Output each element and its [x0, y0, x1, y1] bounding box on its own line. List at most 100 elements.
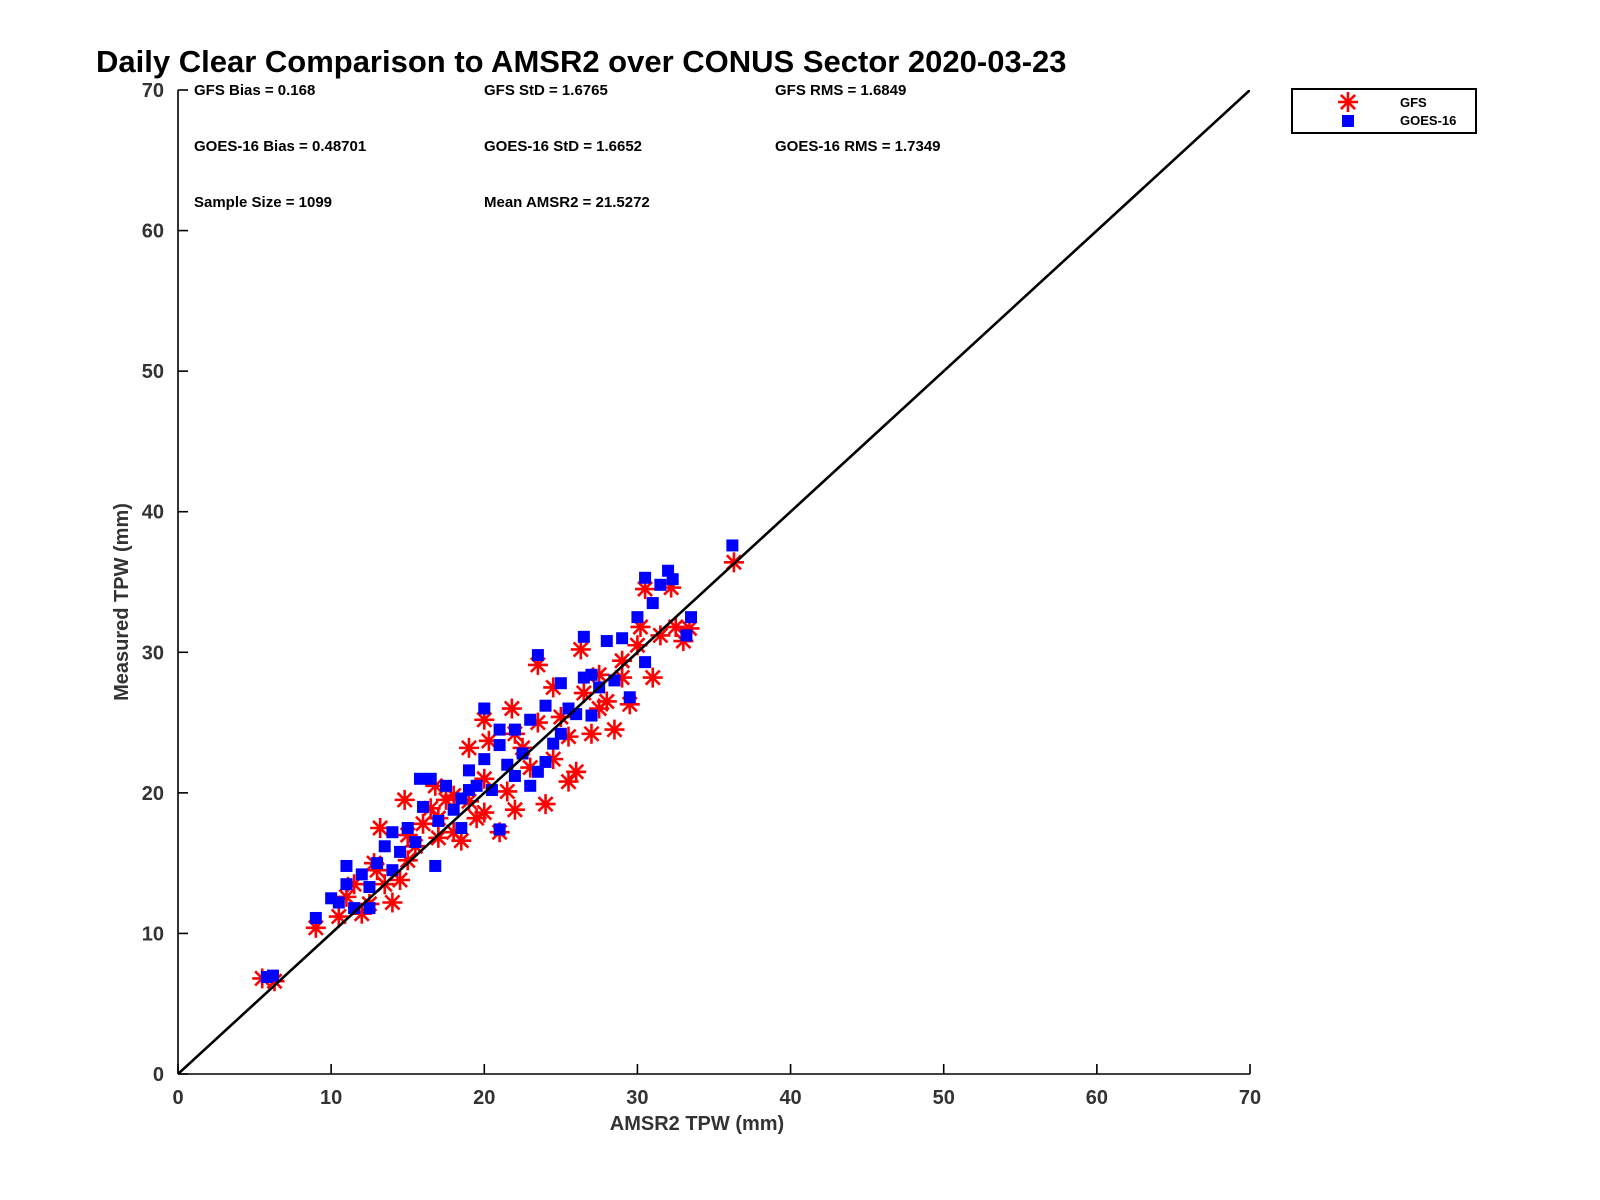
- x-tick-label: 40: [779, 1087, 801, 1109]
- gfs-point: [501, 698, 522, 719]
- stat-annotation: GFS Bias = 0.168: [194, 82, 315, 99]
- goes16-point: [417, 800, 430, 813]
- goes16-point: [654, 578, 667, 591]
- stat-annotation: GOES-16 RMS = 1.7349: [775, 138, 941, 155]
- y-tick-label: 20: [142, 783, 164, 805]
- legend-goes16-label: GOES-16: [1400, 113, 1456, 128]
- goes16-point: [401, 822, 414, 834]
- gfs-point: [604, 719, 625, 740]
- legend-box: [1291, 88, 1477, 134]
- goes16-point: [531, 649, 544, 662]
- legend-goes16-square-icon: [1342, 115, 1354, 127]
- goes16-point: [332, 896, 345, 909]
- x-axis-ticks: 0 10 20 30 40 50 60 70: [172, 1064, 1261, 1109]
- gfs-point: [382, 892, 403, 913]
- goes16-point: [680, 629, 693, 642]
- goes16-point: [455, 822, 468, 834]
- goes16-point: [646, 597, 659, 610]
- goes16-point: [524, 713, 537, 726]
- goes16-point: [340, 878, 353, 891]
- goes16-point: [547, 737, 560, 750]
- goes16-point: [462, 764, 475, 777]
- legend-gfs-label: GFS: [1400, 95, 1427, 110]
- goes16-point: [508, 723, 521, 736]
- gfs-point: [650, 625, 671, 646]
- goes16-point: [685, 611, 698, 624]
- gfs-point: [458, 737, 479, 758]
- x-tick-label: 30: [626, 1087, 648, 1109]
- one-to-one-line: [178, 90, 1250, 1074]
- legend-gfs-asterisk-icon: [1338, 92, 1358, 112]
- goes16-point: [600, 635, 613, 648]
- gfs-point: [520, 757, 541, 778]
- goes16-point: [266, 969, 279, 982]
- gfs-point: [413, 813, 434, 834]
- gfs-point: [535, 794, 556, 815]
- goes16-point: [363, 902, 376, 915]
- y-tick-label: 50: [142, 361, 164, 383]
- goes16-point: [493, 739, 506, 752]
- goes16-point: [424, 772, 437, 785]
- goes16-point: [539, 755, 552, 768]
- goes16-point: [539, 699, 552, 712]
- goes16-point: [363, 881, 376, 894]
- axes: [177, 90, 1250, 1075]
- gfs-point: [328, 906, 349, 927]
- goes16-point: [478, 702, 491, 715]
- goes16-point: [409, 836, 422, 849]
- goes16-point: [639, 656, 652, 669]
- goes16-point: [309, 911, 322, 924]
- y-tick-label: 0: [153, 1064, 164, 1086]
- stat-annotation: GOES-16 StD = 1.6652: [484, 138, 642, 155]
- goes16-point: [726, 539, 739, 552]
- y-axis-label: Measured TPW (mm): [111, 503, 133, 701]
- y-tick-label: 40: [142, 502, 164, 524]
- plot-data: [178, 90, 1250, 1074]
- goes16-point: [440, 779, 452, 792]
- y-tick-label: 70: [142, 80, 164, 102]
- goes16-point: [429, 859, 442, 872]
- x-axis-label: AMSR2 TPW (mm): [610, 1113, 784, 1135]
- goes16-point: [524, 779, 537, 792]
- goes16-point: [554, 677, 567, 690]
- goes16-point: [666, 573, 679, 586]
- legend: GFS GOES-16: [1291, 88, 1477, 134]
- goes16-point: [585, 709, 598, 722]
- goes16-point: [623, 691, 636, 704]
- x-tick-label: 0: [172, 1087, 183, 1109]
- x-tick-label: 60: [1086, 1087, 1108, 1109]
- gfs-point: [504, 799, 525, 820]
- x-tick-label: 50: [933, 1087, 955, 1109]
- goes16-point: [371, 857, 384, 870]
- x-tick-label: 70: [1239, 1087, 1261, 1109]
- gfs-point: [497, 781, 518, 802]
- goes16-point: [378, 840, 391, 853]
- stat-annotation: GFS RMS = 1.6849: [775, 82, 906, 99]
- goes16-point: [531, 765, 544, 778]
- goes16-point: [432, 814, 445, 827]
- goes16-point: [577, 671, 590, 684]
- goes16-point: [478, 753, 491, 766]
- y-axis-ticks: 0 10 20 30 40 50 60 70: [142, 80, 188, 1086]
- y-tick-label: 10: [142, 923, 164, 945]
- stat-annotation: GOES-16 Bias = 0.48701: [194, 138, 366, 155]
- stat-annotation: Sample Size = 1099: [194, 194, 332, 211]
- gfs-point: [642, 667, 663, 688]
- y-tick-label: 60: [142, 221, 164, 243]
- x-tick-label: 20: [473, 1087, 495, 1109]
- stats-annotations: GFS Bias = 0.168 GFS StD = 1.6765 GFS RMS …: [194, 82, 941, 211]
- goes16-point: [386, 826, 399, 839]
- x-tick-label: 10: [320, 1087, 342, 1109]
- gfs-point: [428, 827, 449, 848]
- goes16-point: [355, 868, 368, 881]
- gfs-point: [394, 789, 415, 810]
- goes16-point: [493, 823, 506, 836]
- gfs-point: [581, 723, 602, 744]
- gfs-point: [566, 761, 587, 782]
- stat-annotation: Mean AMSR2 = 21.5272: [484, 194, 650, 211]
- goes16-point: [631, 611, 644, 624]
- chart-title: Daily Clear Comparison to AMSR2 over CON…: [96, 44, 1067, 79]
- goes16-point: [639, 571, 652, 584]
- goes16-point: [508, 769, 521, 782]
